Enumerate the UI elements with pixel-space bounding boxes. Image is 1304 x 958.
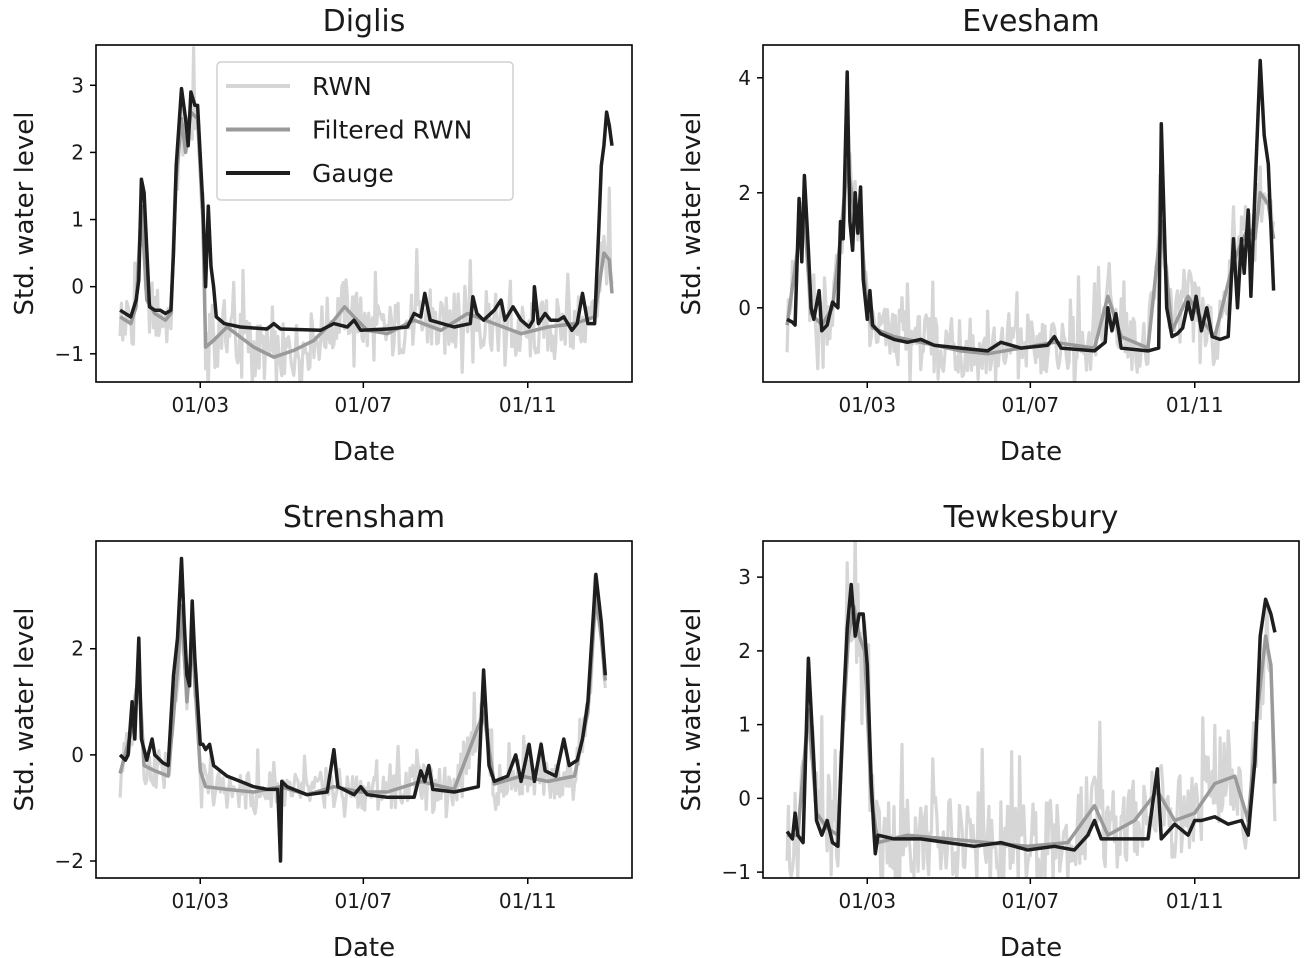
filtered-rwn-line [119, 110, 614, 359]
x-tick-label: 01/03 [171, 889, 229, 913]
x-tick-label: 01/07 [335, 393, 393, 417]
x-tick-label: 01/11 [499, 889, 557, 913]
legend-label: Filtered RWN [312, 116, 472, 145]
subplot-title: Strensham [283, 500, 445, 535]
legend-label: RWN [312, 72, 372, 101]
subplot-tewkesbury: Tewkesbury Date Std. water level −1 0 1 2 3 01/0… [677, 500, 1300, 958]
subplot-title: Diglis [323, 4, 406, 39]
rwn-line [785, 541, 1277, 878]
y-tick-label: 1 [738, 713, 751, 737]
y-tick-label: −2 [55, 849, 84, 873]
y-tick-label: 0 [738, 296, 751, 320]
y-tick-label: 0 [71, 275, 84, 299]
gauge-line [118, 556, 608, 863]
x-tick-label: 01/07 [1002, 889, 1060, 913]
subplot-evesham: Evesham Date Std. water level 0 2 4 01/03 01/07… [677, 4, 1300, 467]
gauge-line [119, 86, 614, 333]
y-tick-label: −1 [722, 860, 751, 884]
x-tick-label: 01/07 [1002, 393, 1060, 417]
x-tick-label: 01/03 [838, 889, 896, 913]
gauge-line [785, 582, 1277, 856]
subplot-diglis: Diglis Date Std. water level −1 0 1 2 3 01/03 01/… [10, 4, 633, 467]
x-axis-label: Date [1000, 437, 1062, 467]
y-tick-label: 1 [71, 208, 84, 232]
subplot-title: Evesham [962, 4, 1099, 39]
x-tick-label: 01/07 [335, 889, 393, 913]
y-axis-label: Std. water level [10, 112, 40, 316]
rwn-line [785, 136, 1276, 382]
subplot-title: Tewkesbury [943, 500, 1119, 535]
x-axis-label: Date [333, 933, 395, 958]
y-axis-label: Std. water level [677, 608, 707, 812]
x-tick-label: 01/11 [1166, 889, 1224, 913]
y-tick-label: 3 [738, 565, 751, 589]
y-tick-label: 2 [738, 181, 751, 205]
axes-frame [95, 540, 633, 879]
x-tick-label: 01/03 [838, 393, 896, 417]
legend-box [216, 61, 514, 201]
x-tick-label: 01/11 [499, 393, 557, 417]
plot-area [118, 556, 608, 863]
y-tick-label: 0 [71, 743, 84, 767]
y-tick-label: 2 [738, 639, 751, 663]
subplot-strensham: Strensham Date Std. water level −2 0 2 01/03 01… [10, 500, 633, 958]
plot-area [785, 541, 1277, 878]
x-axis-label: Date [333, 437, 395, 467]
plot-area [785, 58, 1276, 382]
x-tick-label: 01/03 [171, 393, 229, 417]
x-tick-label: 01/11 [1166, 393, 1224, 417]
y-axis-label: Std. water level [10, 608, 40, 812]
legend: RWN Filtered RWN Gauge [216, 61, 514, 201]
y-tick-label: −1 [55, 342, 84, 366]
y-tick-label: 3 [71, 73, 84, 97]
gauge-line [786, 58, 1276, 353]
x-axis-label: Date [1000, 933, 1062, 958]
y-tick-label: 4 [738, 66, 751, 90]
y-axis-label: Std. water level [677, 112, 707, 316]
plot-area [118, 46, 614, 382]
legend-label: Gauge [312, 159, 394, 188]
y-tick-label: 2 [71, 140, 84, 164]
y-tick-label: 2 [71, 637, 84, 661]
y-tick-label: 0 [738, 786, 751, 810]
